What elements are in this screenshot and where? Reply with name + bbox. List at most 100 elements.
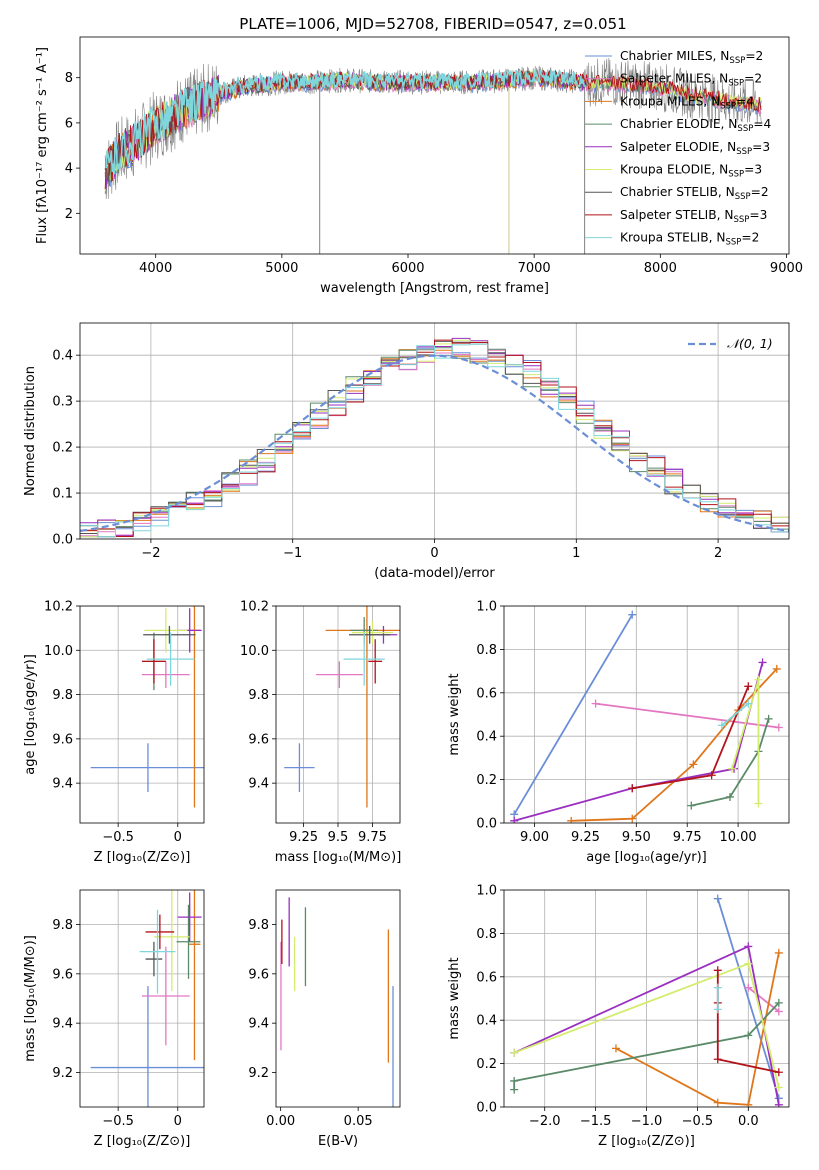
- y-tick-label: 9.4: [248, 1017, 269, 1032]
- weight-point-marker: [713, 1005, 722, 1014]
- weight-point-marker: [774, 1100, 783, 1107]
- y-tick-label: 0.8: [476, 643, 497, 658]
- legend-label: Chabrier STELIB, NSSP=2: [620, 185, 769, 202]
- plot-area: [80, 890, 204, 1107]
- x-tick-label: 9.25: [289, 830, 318, 845]
- weight-point-marker: [744, 1100, 753, 1107]
- y-tick-label: 9.6: [52, 967, 73, 982]
- residual-histogram: [80, 343, 789, 538]
- mass_vs_ebv-panel: 0.00 0.05 9.2 9.4 9.6 9.8 E(B-V): [248, 889, 401, 1149]
- plot-area: [504, 890, 789, 1107]
- x-tick-label: 0: [174, 1114, 182, 1129]
- weight-point-marker: [713, 894, 722, 903]
- axes-frame: [275, 605, 401, 824]
- y-tick-label: 10.0: [44, 644, 73, 659]
- weight-point-marker: [717, 721, 726, 730]
- x-tick-label: 8000: [644, 261, 677, 276]
- x-tick-label: 9000: [770, 261, 803, 276]
- y-tick-label: 0.0: [52, 533, 73, 548]
- weight-point-marker: [628, 814, 637, 823]
- y-tick-label: 0.2: [52, 441, 73, 456]
- weight-point-marker: [744, 983, 753, 992]
- weight-point-marker: [628, 610, 637, 619]
- age_vs_mass-panel: 9.25 9.5 9.75 9.4 9.6 9.8 10.0 10.2 mass [log₁₀(…: [240, 600, 402, 866]
- x-axis-label: Z [log₁₀(Z/Z⊙)]: [94, 1134, 191, 1149]
- x-tick-label: −0.5: [682, 1114, 714, 1129]
- legend-tail: =2: [751, 185, 769, 199]
- x-tick-label: −1: [283, 546, 302, 561]
- axes-frame: [79, 36, 790, 255]
- legend-tail: =4: [736, 94, 754, 108]
- legend-tail: =2: [744, 72, 762, 86]
- y-tick-label: 9.8: [248, 688, 269, 703]
- legend-label: Salpeter MILES, NSSP=2: [620, 72, 762, 89]
- y-tick-label: 1.0: [476, 600, 497, 615]
- model-fit-line: [105, 68, 586, 175]
- legend-label: 𝒩(0, 1): [727, 336, 773, 351]
- x-tick-label: 6000: [391, 261, 424, 276]
- y-axis-label: age [log₁₀(age/yr)]: [23, 654, 38, 775]
- weight-point-marker: [744, 942, 753, 951]
- weight-point-marker: [707, 771, 716, 780]
- weight-point-marker: [744, 682, 753, 691]
- x-axis-label: age [log₁₀(age/yr)]: [586, 850, 707, 865]
- legend-subscript: SSP: [726, 238, 742, 248]
- weight_vs_Z-panel: −2.0 −1.5 −1.0 −0.5 0.0 0.0 0.2 0.4 0.6 0.8 1.0 Z […: [447, 884, 790, 1149]
- weight-point-marker: [728, 764, 736, 773]
- y-tick-label: 4: [65, 162, 73, 177]
- x-tick-label: 9.00: [520, 830, 549, 845]
- y-tick-label: 1.0: [476, 884, 497, 899]
- weight-point-marker: [510, 1085, 519, 1094]
- x-tick-label: −1.5: [580, 1114, 612, 1129]
- x-tick-label: 9.50: [622, 830, 651, 845]
- y-tick-label: 9.2: [248, 1066, 269, 1081]
- plot-area: [104, 58, 762, 254]
- x-tick-label: 0.0: [738, 1114, 759, 1129]
- weight-point-marker: [713, 966, 722, 975]
- legend-label: Chabrier MILES, NSSP=2: [620, 49, 763, 66]
- y-tick-label: 10.0: [240, 644, 269, 659]
- y-axis-label: mass [log₁₀(M/M⊙)]: [23, 935, 38, 1062]
- y-tick-label: 9.6: [52, 732, 73, 747]
- y-tick-label: 9.6: [248, 732, 269, 747]
- x-tick-label: 10.00: [719, 830, 756, 845]
- y-tick-label: 0.4: [52, 349, 73, 364]
- x-tick-label: −0.5: [102, 1114, 134, 1129]
- weight-point-marker: [744, 1031, 753, 1040]
- legend-tail: =3: [744, 163, 762, 177]
- y-tick-label: 0.0: [476, 817, 497, 832]
- observed-spectrum-line: [104, 58, 762, 200]
- weight-point-marker: [591, 699, 600, 708]
- legend-subscript: SSP: [729, 56, 745, 66]
- weight-point-marker: [713, 1098, 722, 1107]
- weight-line: [691, 718, 770, 807]
- figure-title: PLATE=1006, MJD=52708, FIBERID=0547, z=0…: [239, 15, 626, 33]
- y-tick-label: 9.4: [52, 777, 73, 792]
- weight-point-marker: [754, 799, 763, 808]
- y-tick-label: 0.6: [476, 970, 497, 985]
- x-tick-label: 9.75: [358, 830, 387, 845]
- y-tick-label: 0.8: [476, 927, 497, 942]
- gaussian-reference-curve: [80, 354, 789, 532]
- weight-line: [721, 702, 749, 727]
- legend-tail: =3: [749, 208, 767, 222]
- axes-frame: [79, 889, 205, 1108]
- x-tick-label: 0: [430, 546, 438, 561]
- plot-area: [80, 323, 789, 539]
- x-axis-label: mass [log₁₀(M/M⊙)]: [275, 850, 402, 865]
- x-tick-label: 1: [572, 546, 580, 561]
- y-tick-label: 0.0: [476, 1101, 497, 1116]
- y-axis-label: Flux [fλ10⁻¹⁷ erg cm⁻² s⁻¹ A⁻¹]: [35, 47, 50, 244]
- x-tick-label: 5000: [265, 261, 298, 276]
- y-tick-label: 9.2: [52, 1066, 73, 1081]
- spectrum-panel: 4000 5000 6000 7000 8000 9000 2 4 6 8 wavelength […: [35, 36, 803, 296]
- weight-point-marker: [744, 959, 753, 968]
- y-axis-label: Normed distribution: [23, 366, 38, 496]
- x-tick-label: 0.05: [344, 1114, 373, 1129]
- legend-subscript: SSP: [737, 124, 753, 134]
- y-tick-label: 9.8: [52, 688, 73, 703]
- spectrum-legend: Chabrier MILES, NSSP=2 Salpeter MILES, NS…: [585, 49, 772, 248]
- weight-point-marker: [510, 1048, 519, 1057]
- weight-point-marker: [774, 948, 783, 957]
- x-tick-label: −2: [141, 546, 160, 561]
